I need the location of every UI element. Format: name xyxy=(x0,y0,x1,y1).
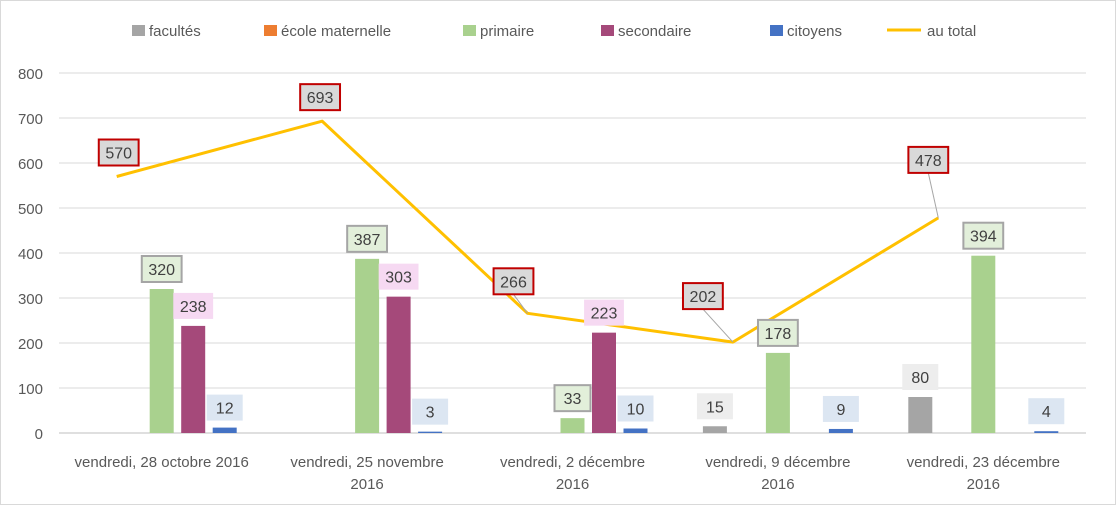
bar-label-primaire: 387 xyxy=(354,232,381,249)
x-axis: vendredi, 28 octobre 2016 vendredi, 25 no… xyxy=(75,454,1060,493)
leader-line xyxy=(927,172,939,219)
line-label-total: 202 xyxy=(690,289,717,306)
x-tick-label: 2016 xyxy=(350,476,383,493)
bar-citoyens xyxy=(418,431,443,433)
leader-line xyxy=(513,294,528,314)
line-label-total: 693 xyxy=(307,90,334,107)
bar-label-primaire: 320 xyxy=(148,262,175,279)
bar-label-primaire-box xyxy=(962,221,1005,250)
legend-swatch-secondaire xyxy=(601,25,614,36)
x-tick-label: vendredi, 25 novembre xyxy=(290,454,443,471)
bar-label-facultes: 80 xyxy=(911,370,929,387)
bar-label-primaire-box xyxy=(140,255,183,283)
x-tick-label: 2016 xyxy=(967,476,1000,493)
bar-label-secondaire: 223 xyxy=(591,306,618,323)
y-tick-label: 400 xyxy=(18,246,43,263)
y-tick-label: 0 xyxy=(35,426,43,443)
x-tick-label: vendredi, 28 octobre 2016 xyxy=(75,454,249,471)
line-label-total: 570 xyxy=(105,146,132,163)
legend-label-facultes: facultés xyxy=(149,23,201,40)
bar-citoyens xyxy=(1034,431,1059,433)
legend-label-secondaire: secondaire xyxy=(618,23,691,40)
line-label-total: 266 xyxy=(500,274,527,291)
bar-citoyens xyxy=(212,427,237,433)
legend-swatch-citoyens xyxy=(770,25,783,36)
bar-label-citoyens: 9 xyxy=(836,402,845,419)
legend-label-citoyens: citoyens xyxy=(787,23,842,40)
bar-label-primaire: 394 xyxy=(970,229,997,246)
bar-label-secondaire: 303 xyxy=(385,270,412,287)
bar-label-citoyens-box xyxy=(1028,398,1065,425)
line-label-total-box xyxy=(299,83,342,112)
legend-swatch-primaire xyxy=(463,25,476,36)
bar-label-secondaire-box xyxy=(378,263,419,290)
line-label-total-box xyxy=(97,138,140,167)
line-label-total-box xyxy=(492,267,535,296)
bar-label-secondaire: 238 xyxy=(180,299,207,316)
bar-label-facultes-box xyxy=(902,364,939,390)
bar-facultes xyxy=(702,426,727,433)
bar-citoyens xyxy=(623,428,648,433)
data-labels: 15 80 320 387 33 178 394 238 303 223 12 3 10 9 4 570 693… xyxy=(97,83,1065,425)
bar-label-primaire-box xyxy=(756,318,799,347)
legend-label-primaire: primaire xyxy=(480,23,534,40)
bar-primaire xyxy=(971,255,996,433)
y-tick-label: 300 xyxy=(18,291,43,308)
bar-label-secondaire-box xyxy=(173,292,214,319)
bar-label-citoyens: 4 xyxy=(1042,404,1051,421)
legend-label-ecole-maternelle: école maternelle xyxy=(281,23,391,40)
bar-label-citoyens: 12 xyxy=(216,401,234,418)
line-label-total-box xyxy=(907,145,950,174)
y-tick-label: 200 xyxy=(18,336,43,353)
bar-secondaire xyxy=(181,325,206,433)
bar-primaire xyxy=(560,418,585,433)
x-tick-label: vendredi, 23 décembre xyxy=(907,454,1060,471)
legend-swatch-ecole-maternelle xyxy=(264,25,277,36)
y-tick-label: 700 xyxy=(18,111,43,128)
line-label-total-box xyxy=(681,282,724,311)
leader-line xyxy=(702,308,734,343)
bar-label-citoyens: 10 xyxy=(627,402,645,419)
bar-label-citoyens-box xyxy=(822,395,859,422)
bar-label-primaire-box xyxy=(553,384,592,413)
bar-label-facultes-box xyxy=(696,393,733,420)
bar-primaire xyxy=(765,352,790,433)
bar-label-citoyens-box xyxy=(412,398,449,425)
y-tick-label: 600 xyxy=(18,156,43,173)
y-tick-label: 800 xyxy=(18,66,43,83)
x-tick-label: 2016 xyxy=(556,476,589,493)
bar-label-citoyens-box xyxy=(206,394,243,421)
bars xyxy=(149,255,1059,433)
x-tick-label: vendredi, 2 décembre xyxy=(500,454,645,471)
total-line xyxy=(116,119,940,344)
line-au-total xyxy=(116,119,940,344)
x-tick-label: 2016 xyxy=(761,476,794,493)
legend: facultés école maternelle primaire secondai… xyxy=(132,23,976,40)
bar-primaire xyxy=(355,258,380,433)
bar-primaire xyxy=(149,289,174,433)
bar-label-primaire: 178 xyxy=(765,326,792,343)
legend-swatch-facultes xyxy=(132,25,145,36)
legend-label-au-total: au total xyxy=(927,23,976,40)
line-label-total: 478 xyxy=(915,153,942,170)
bar-facultes xyxy=(908,397,933,433)
bar-label-facultes: 15 xyxy=(706,399,724,416)
bar-label-primaire-box xyxy=(346,224,389,253)
bar-secondaire xyxy=(386,296,411,433)
bar-label-citoyens: 3 xyxy=(426,405,435,422)
bar-citoyens xyxy=(828,428,853,433)
bar-label-citoyens-box xyxy=(617,395,654,422)
y-axis: 0 100 200 300 400 500 600 700 800 xyxy=(18,66,43,443)
y-tick-label: 500 xyxy=(18,201,43,218)
x-tick-label: vendredi, 9 décembre xyxy=(705,454,850,471)
bar-label-secondaire-box xyxy=(584,299,624,326)
y-tick-label: 100 xyxy=(18,381,43,398)
gridlines xyxy=(59,72,1086,434)
bar-label-primaire: 33 xyxy=(564,391,582,408)
bar-secondaire xyxy=(592,332,616,433)
